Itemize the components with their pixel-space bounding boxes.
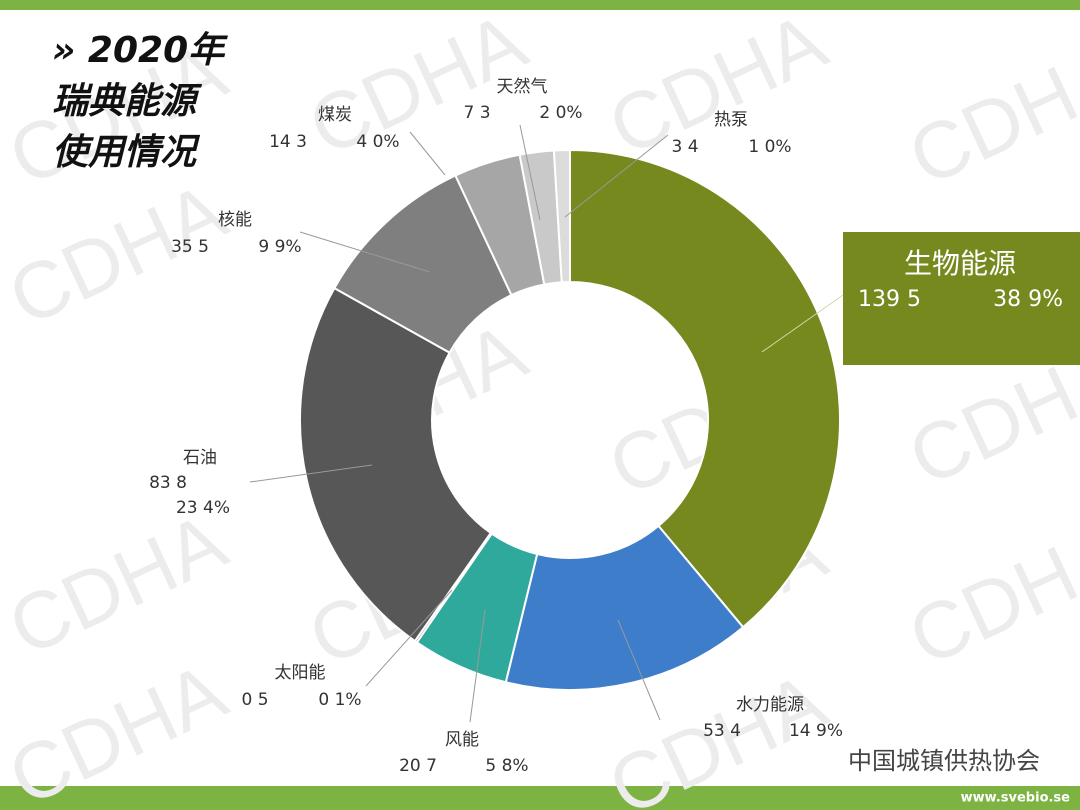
value-label: 0 5 [241, 690, 268, 710]
percent-label: 1 0% [748, 137, 791, 157]
value-label: 139 5 [858, 287, 921, 312]
value-label: 7 3 [463, 103, 490, 123]
leader-line [299, 231, 431, 273]
leader-line [249, 464, 373, 483]
watermark: CDHA [596, 0, 840, 172]
top-bar [0, 0, 1080, 10]
watermark: CDHA [0, 496, 239, 673]
bottom-bar [0, 786, 1080, 810]
category-label: 生物能源 [904, 247, 1016, 280]
watermark: CDHA [896, 26, 1080, 203]
footer-org: 中国城镇供热协会 [848, 747, 1040, 775]
category-label: 水力能源 [736, 695, 804, 715]
slice [299, 286, 493, 643]
category-label: 风能 [445, 730, 479, 750]
category-label: 石油 [183, 448, 217, 468]
leader-line [365, 589, 453, 687]
percent-label: 23 4% [176, 498, 230, 518]
leader-line [617, 619, 661, 721]
leader-line [519, 124, 541, 221]
highlight-box [843, 232, 1080, 365]
percent-label: 5 8% [485, 756, 528, 776]
category-label: 热泵 [714, 110, 748, 130]
footer-url: www.svebio.se [961, 791, 1071, 806]
percent-label: 4 0% [356, 132, 399, 152]
percent-label: 9 9% [258, 237, 301, 257]
title-line: 瑞典能源 [52, 81, 203, 122]
percent-label: 2 0% [539, 103, 582, 123]
title-line: » 2020年 [52, 30, 228, 71]
category-label: 煤炭 [318, 105, 352, 125]
leader-line [469, 609, 486, 723]
value-label: 14 3 [269, 132, 307, 152]
category-label: 核能 [218, 210, 252, 230]
value-label: 53 4 [703, 721, 741, 741]
value-label: 35 5 [171, 237, 209, 257]
slice [504, 524, 745, 691]
leader-line [409, 131, 446, 176]
watermark: CDHA [896, 506, 1080, 683]
percent-label: 14 9% [789, 721, 843, 741]
percent-label: 0 1% [318, 690, 361, 710]
category-label: 天然气 [497, 77, 548, 97]
value-label: 83 8 [149, 473, 187, 493]
percent-label: 38 9% [993, 287, 1063, 312]
leader-line [564, 134, 669, 218]
category-label: 太阳能 [275, 663, 326, 683]
slice [552, 148, 571, 284]
slice [569, 148, 841, 629]
title-line: 使用情况 [52, 132, 201, 173]
value-label: 3 4 [671, 137, 698, 157]
leader-line [761, 294, 844, 353]
value-label: 20 7 [399, 756, 437, 776]
